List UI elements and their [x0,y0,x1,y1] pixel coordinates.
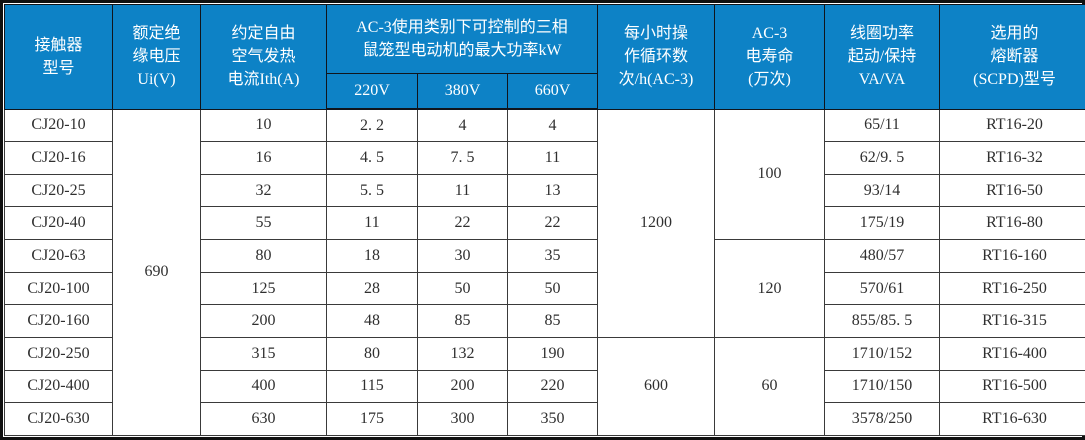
cell-p380: 300 [417,402,508,436]
cell-fuse: RT16-400 [939,336,1085,371]
cell-coil: 480/57 [824,239,940,273]
cell-ith: 315 [200,336,327,371]
cell-fuse: RT16-32 [939,141,1085,175]
cell-model: CJ20-160 [4,304,113,338]
cell-coil: 175/19 [824,206,940,241]
cell-fuse: RT16-500 [939,369,1085,404]
cell-cycles-merged: 1200 [597,108,715,338]
cell-coil: 62/9. 5 [824,141,940,175]
cell-p380: 7. 5 [417,141,508,175]
cell-p660: 220 [507,369,598,404]
cell-p380: 4 [417,108,508,143]
header-insulation-voltage: 额定绝 缘电压 Ui(V) [112,4,201,110]
cell-fuse: RT16-250 [939,271,1085,306]
header-coil-power: 线圈功率 起动/保持 VA/VA [824,4,940,110]
header-660v: 660V [507,73,598,110]
cell-cycles-merged: 600 [597,336,715,437]
cell-fuse: RT16-20 [939,108,1085,143]
cell-coil: 93/14 [824,173,940,208]
cell-coil: 1710/152 [824,336,940,371]
cell-p380: 30 [417,239,508,273]
cell-life-merged: 60 [714,336,825,437]
cell-fuse: RT16-50 [939,173,1085,208]
cell-coil: 1710/150 [824,369,940,404]
cell-life-merged: 100 [714,108,825,241]
cell-p220: 2. 2 [326,108,418,143]
cell-ith: 630 [200,402,327,436]
cell-ith: 80 [200,239,327,273]
cell-p220: 18 [326,239,418,273]
cell-model: CJ20-63 [4,239,113,273]
cell-p380: 85 [417,304,508,338]
cell-p380: 22 [417,206,508,241]
cell-fuse: RT16-315 [939,304,1085,338]
header-220v: 220V [326,73,418,110]
cell-model: CJ20-250 [4,336,113,371]
cell-model: CJ20-16 [4,141,113,175]
table-row: CJ20-25 32 5. 5 11 13 93/14 RT16-50 [4,173,1085,208]
cell-ith: 32 [200,173,327,208]
cell-fuse: RT16-160 [939,239,1085,273]
table-row: CJ20-160 200 48 85 85 855/85. 5 RT16-315 [4,304,1085,338]
table-row: CJ20-40 55 11 22 22 175/19 RT16-80 [4,206,1085,241]
cell-p660: 350 [507,402,598,436]
table-row: CJ20-16 16 4. 5 7. 5 11 62/9. 5 RT16-32 [4,141,1085,175]
header-380v: 380V [417,73,508,110]
cell-p220: 5. 5 [326,173,418,208]
cell-p220: 80 [326,336,418,371]
cell-model: CJ20-25 [4,173,113,208]
cell-p660: 190 [507,336,598,371]
cell-ui-merged: 690 [112,108,201,436]
header-cycles-per-hour: 每小时操 作循环数 次/h(AC-3) [597,4,715,110]
cell-p660: 85 [507,304,598,338]
table-row: CJ20-250 315 80 132 190 600 60 1710/152 … [4,336,1085,437]
cell-fuse: RT16-80 [939,206,1085,241]
cell-p220: 175 [326,402,418,436]
header-electrical-life: AC-3 电寿命 (万次) [714,4,825,110]
cell-ith: 400 [200,369,327,404]
cell-ith: 10 [200,108,327,143]
table-row: CJ20-400 400 115 200 220 1710/150 RT16-5… [4,369,1085,404]
cell-ith: 125 [200,271,327,306]
cell-ith: 16 [200,141,327,175]
header-fuse-type: 选用的 熔断器 (SCPD)型号 [939,4,1085,110]
cell-p380: 132 [417,336,508,371]
cell-model: CJ20-10 [4,108,113,143]
cell-p220: 4. 5 [326,141,418,175]
cell-ith: 55 [200,206,327,241]
cell-p660: 22 [507,206,598,241]
cell-model: CJ20-40 [4,206,113,241]
header-thermal-current: 约定自由 空气发热 电流Ith(A) [200,4,327,110]
table-row: CJ20-10 690 10 2. 2 4 4 1200 100 65/11 R… [4,108,1085,436]
cell-p660: 11 [507,141,598,175]
cell-model: CJ20-630 [4,402,113,436]
cell-p660: 4 [507,108,598,143]
cell-coil: 570/61 [824,271,940,306]
cell-p220: 28 [326,271,418,306]
table-row: CJ20-100 125 28 50 50 570/61 RT16-250 [4,271,1085,306]
cell-life-merged: 120 [714,239,825,338]
cell-coil: 65/11 [824,108,940,143]
cell-ith: 200 [200,304,327,338]
cell-fuse: RT16-630 [939,402,1085,436]
table-row: CJ20-630 630 175 300 350 3578/250 RT16-6… [4,402,1085,436]
cell-p380: 200 [417,369,508,404]
header-model: 接触器 型号 [4,4,113,110]
cell-p660: 13 [507,173,598,208]
cell-coil: 855/85. 5 [824,304,940,338]
cell-p660: 50 [507,271,598,306]
cell-model: CJ20-100 [4,271,113,306]
cell-p660: 35 [507,239,598,273]
cell-p380: 50 [417,271,508,306]
cell-coil: 3578/250 [824,402,940,436]
cell-p380: 11 [417,173,508,208]
header-max-power-group: AC-3使用类别下可控制的三相 鼠笼型电动机的最大功率kW [326,4,598,74]
contactor-spec-table: 接触器 型号 额定绝 缘电压 Ui(V) 约定自由 空气发热 电流Ith(A) … [4,4,1085,437]
cell-model: CJ20-400 [4,369,113,404]
cell-p220: 48 [326,304,418,338]
cell-p220: 115 [326,369,418,404]
cell-p220: 11 [326,206,418,241]
